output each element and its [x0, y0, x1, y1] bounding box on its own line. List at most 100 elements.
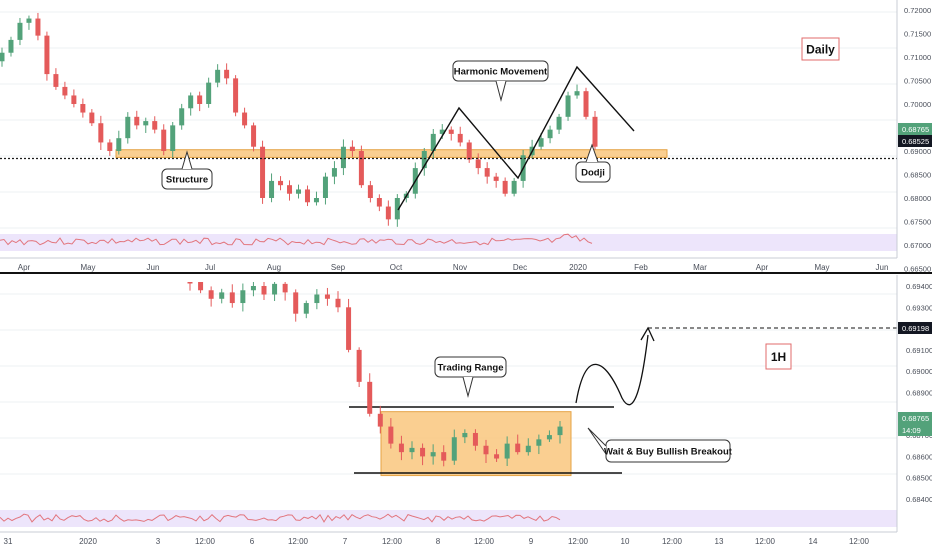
hourly-time-tick: 12:00	[755, 537, 776, 546]
hourly-price-tick: 0.69100	[906, 346, 932, 355]
daily-candle	[53, 74, 59, 87]
daily-candle	[394, 198, 400, 220]
hourly-price-tag-label: 14:09	[902, 426, 921, 435]
daily-candle	[304, 189, 310, 203]
hourly-candle	[282, 283, 288, 293]
daily-candle	[98, 123, 104, 143]
daily-candle	[134, 116, 140, 126]
daily-candle	[493, 176, 499, 181]
daily-candle	[80, 104, 86, 113]
hourly-price-tick: 0.68600	[906, 452, 932, 461]
daily-candle	[62, 86, 68, 96]
daily-candle	[89, 112, 95, 124]
daily-candle	[233, 78, 239, 113]
daily-candle	[179, 108, 185, 126]
daily-candle	[583, 91, 589, 117]
hourly-time-tick: 12:00	[382, 537, 403, 546]
hourly-candle	[229, 292, 235, 304]
hourly-candle	[208, 290, 214, 299]
trading-range-callout-tail	[462, 376, 474, 398]
daily-time-tick: Sep	[331, 263, 346, 272]
daily-candle	[251, 125, 257, 147]
daily-candle	[475, 159, 481, 169]
daily-price-tick: 0.72000	[904, 6, 931, 15]
daily-time-tick: Mar	[693, 263, 707, 272]
daily-candle	[287, 185, 293, 194]
daily-price-tick: 0.67000	[904, 241, 931, 250]
hourly-label-box	[765, 343, 792, 370]
hourly-time-tick: 12:00	[568, 537, 589, 546]
hourly-time-tick: 7	[343, 537, 348, 546]
hourly-candle	[409, 447, 415, 453]
hourly-price-tick: 0.69300	[906, 303, 932, 312]
daily-candle	[439, 129, 445, 134]
daily-candle	[260, 146, 266, 198]
daily-candle	[107, 142, 113, 151]
daily-time-tick: May	[80, 263, 95, 272]
hourly-price-tag	[898, 424, 932, 436]
harmonic-movement-callout: Harmonic Movement	[452, 60, 549, 102]
hourly-price-tag	[898, 412, 932, 424]
daily-candle	[340, 146, 346, 169]
daily-candle	[116, 138, 122, 151]
hourly-candle	[462, 432, 468, 438]
structure-callout-tail	[181, 150, 193, 170]
hourly-candle	[198, 282, 204, 291]
hourly-candle	[261, 286, 267, 295]
hourly-time-tick: 10	[621, 537, 630, 546]
daily-candle	[547, 129, 553, 139]
daily-candle	[376, 198, 382, 207]
daily-candle	[466, 142, 472, 160]
daily-time-tick: Oct	[390, 263, 403, 272]
hourly-candle	[504, 443, 510, 459]
daily-candle	[592, 116, 598, 147]
daily-time-tick: Feb	[634, 263, 648, 272]
hourly-price-tag	[898, 322, 932, 334]
daily-candle	[224, 69, 230, 79]
hourly-time-tick: 12:00	[288, 537, 309, 546]
hourly-candle	[441, 452, 447, 461]
daily-time-tick: Apr	[756, 263, 769, 272]
hourly-time-tick: 6	[250, 537, 255, 546]
hourly-candle	[536, 439, 542, 446]
hourly-candle	[451, 437, 457, 461]
daily-label-box	[801, 37, 840, 61]
daily-candle	[17, 22, 23, 40]
daily-price-tag	[898, 135, 932, 147]
daily-time-tick: Jun	[147, 263, 160, 272]
daily-price-tag	[898, 123, 932, 135]
rsi-line-hourly	[0, 513, 561, 523]
daily-candle	[367, 185, 373, 198]
daily-candle	[188, 95, 194, 109]
daily-candle	[143, 121, 149, 126]
daily-candle	[35, 18, 41, 36]
structure-callout: Structure	[161, 150, 213, 190]
daily-candle	[430, 133, 436, 151]
trading-range-callout-label: Trading Range	[438, 363, 504, 374]
hourly-candle	[187, 282, 193, 284]
trading-range-callout: Trading Range	[434, 356, 507, 398]
daily-candle	[296, 189, 301, 194]
hourly-candle	[335, 298, 341, 308]
daily-candle	[484, 168, 490, 177]
hourly-time-tick: 12:00	[474, 537, 495, 546]
daily-price-tag-label: 0.68765	[902, 125, 929, 134]
daily-candle	[331, 168, 337, 177]
daily-timeframe-label: Daily	[806, 43, 835, 57]
harmonic-movement-callout-label: Harmonic Movement	[454, 67, 548, 78]
hourly-price-tag-label: 0.68765	[902, 414, 929, 423]
hourly-time-tick: 14	[809, 537, 818, 546]
daily-candle	[565, 95, 571, 117]
breakout-callout: Wait & Buy Bullish Breakout	[587, 427, 733, 463]
daily-candle	[385, 206, 391, 220]
hourly-time-tick: 13	[715, 537, 724, 546]
daily-time-tick: Apr	[18, 263, 31, 272]
daily-price-tick: 0.70000	[904, 100, 931, 109]
hourly-price-tick: 0.68500	[906, 474, 932, 483]
hourly-price-tick: 0.69400	[906, 282, 932, 291]
hourly-time-tick: 12:00	[195, 537, 216, 546]
hourly-candle	[525, 445, 531, 453]
daily-candle	[44, 35, 50, 75]
